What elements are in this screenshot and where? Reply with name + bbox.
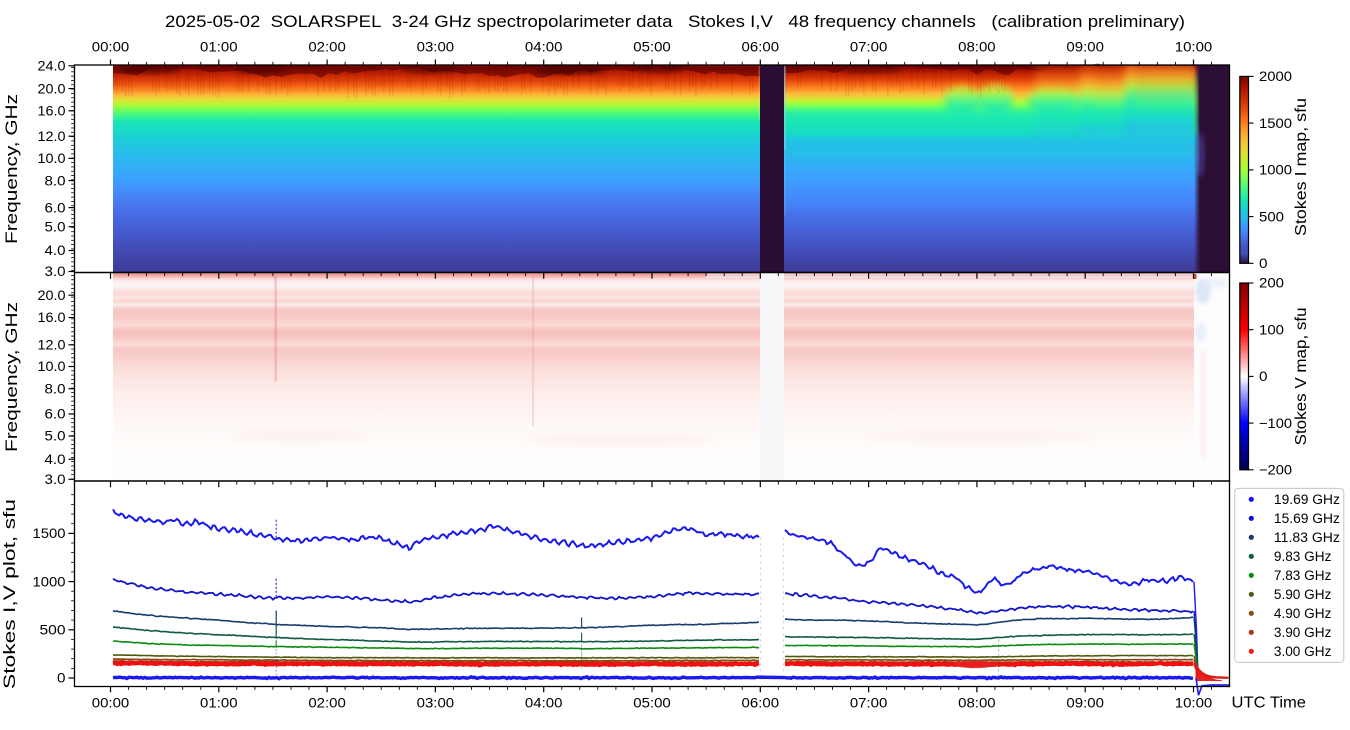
svg-text:00:00: 00:00 (92, 39, 130, 55)
svg-text:4.0: 4.0 (45, 242, 66, 258)
svg-text:2000: 2000 (1259, 68, 1292, 84)
svg-text:1500: 1500 (33, 525, 66, 541)
svg-text:0: 0 (1259, 368, 1268, 384)
svg-text:5.90 GHz: 5.90 GHz (1274, 587, 1332, 602)
svg-text:3.0: 3.0 (45, 263, 66, 279)
svg-text:6.0: 6.0 (45, 406, 66, 422)
svg-text:19.69 GHz: 19.69 GHz (1274, 492, 1340, 507)
svg-text:02:00: 02:00 (308, 39, 346, 55)
svg-text:08:00: 08:00 (958, 39, 996, 55)
svg-text:11.83 GHz: 11.83 GHz (1274, 530, 1340, 545)
svg-text:16.0: 16.0 (38, 103, 66, 119)
svg-text:Frequency, GHz: Frequency, GHz (2, 94, 21, 244)
svg-text:10:00: 10:00 (1175, 695, 1213, 711)
svg-text:3.00 GHz: 3.00 GHz (1274, 644, 1332, 659)
svg-text:04:00: 04:00 (525, 39, 563, 55)
svg-text:0: 0 (1259, 255, 1268, 271)
svg-text:06:00: 06:00 (742, 39, 780, 55)
svg-text:15.69 GHz: 15.69 GHz (1274, 511, 1340, 526)
svg-text:20.0: 20.0 (38, 287, 66, 303)
svg-text:1500: 1500 (1259, 115, 1292, 131)
svg-text:3.90 GHz: 3.90 GHz (1274, 625, 1332, 640)
svg-text:3.0: 3.0 (45, 471, 66, 487)
svg-text:06:00: 06:00 (742, 695, 780, 711)
svg-text:−100: −100 (1259, 415, 1292, 431)
svg-text:04:00: 04:00 (525, 695, 563, 711)
svg-text:4.0: 4.0 (45, 451, 66, 467)
svg-text:05:00: 05:00 (633, 695, 671, 711)
svg-text:03:00: 03:00 (417, 695, 455, 711)
svg-text:03:00: 03:00 (417, 39, 455, 55)
svg-text:10.0: 10.0 (38, 150, 66, 166)
svg-text:100: 100 (1259, 321, 1284, 337)
svg-text:07:00: 07:00 (850, 39, 888, 55)
svg-text:Stokes I map, sfu: Stokes I map, sfu (1293, 98, 1310, 236)
svg-text:7.83 GHz: 7.83 GHz (1274, 568, 1332, 583)
svg-text:01:00: 01:00 (200, 695, 238, 711)
svg-text:08:00: 08:00 (958, 695, 996, 711)
svg-text:−200: −200 (1259, 462, 1292, 478)
svg-text:1000: 1000 (33, 573, 66, 589)
svg-text:Stokes I,V plot, sfu: Stokes I,V plot, sfu (0, 499, 19, 689)
svg-text:1000: 1000 (1259, 162, 1292, 178)
svg-text:07:00: 07:00 (850, 695, 888, 711)
svg-text:05:00: 05:00 (633, 39, 671, 55)
svg-text:5.0: 5.0 (45, 218, 66, 234)
svg-text:8.0: 8.0 (45, 380, 66, 396)
svg-text:200: 200 (1259, 275, 1284, 291)
svg-text:00:00: 00:00 (92, 695, 130, 711)
svg-text:500: 500 (1259, 208, 1284, 224)
svg-text:2025-05-02 SOLARSPEL 3-24 GH: 2025-05-02 SOLARSPEL 3-24 GHz spectropol… (165, 13, 1185, 31)
svg-text:8.0: 8.0 (45, 172, 66, 188)
svg-text:UTC Time: UTC Time (1232, 695, 1307, 712)
svg-text:500: 500 (40, 622, 66, 638)
svg-text:01:00: 01:00 (200, 39, 238, 55)
svg-text:6.0: 6.0 (45, 199, 66, 215)
svg-text:Stokes V map, sfu: Stokes V map, sfu (1293, 307, 1310, 445)
svg-text:12.0: 12.0 (38, 128, 66, 144)
svg-text:24.0: 24.0 (38, 58, 66, 74)
svg-text:10.0: 10.0 (38, 358, 66, 374)
svg-text:09:00: 09:00 (1066, 695, 1104, 711)
svg-text:9.83 GHz: 9.83 GHz (1274, 549, 1332, 564)
svg-text:09:00: 09:00 (1066, 39, 1104, 55)
svg-text:0: 0 (57, 670, 66, 686)
svg-text:5.0: 5.0 (45, 428, 66, 444)
svg-text:4.90 GHz: 4.90 GHz (1274, 606, 1332, 621)
svg-text:12.0: 12.0 (38, 337, 66, 353)
svg-text:20.0: 20.0 (38, 80, 66, 96)
svg-text:Frequency, GHz: Frequency, GHz (2, 302, 21, 452)
svg-text:16.0: 16.0 (38, 309, 66, 325)
svg-text:10:00: 10:00 (1175, 39, 1213, 55)
svg-text:02:00: 02:00 (308, 695, 346, 711)
